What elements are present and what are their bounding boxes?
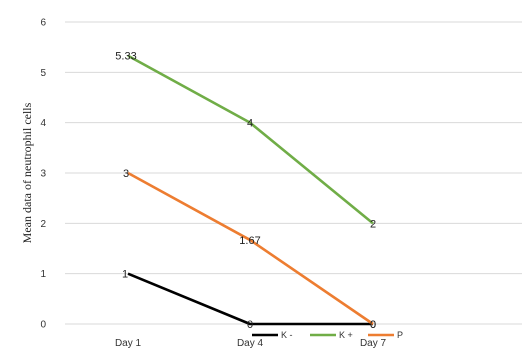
data-label: 2 <box>370 218 376 230</box>
y-axis-label: Mean data of neutrophil cells <box>20 102 34 243</box>
y-tick-label: 6 <box>40 18 46 29</box>
series-line-2 <box>127 171 374 326</box>
y-tick-label: 3 <box>40 169 46 180</box>
x-tick-label: Day 4 <box>237 338 264 349</box>
data-label: 1 <box>122 269 128 281</box>
x-axis-ticks: Day 1 Day 4 Day 7 <box>115 338 387 349</box>
y-axis-ticks: 0 1 2 3 4 5 6 <box>40 18 46 331</box>
x-tick-label: Day 7 <box>360 338 387 349</box>
y-tick-label: 5 <box>40 68 46 79</box>
legend-label: P <box>397 330 403 340</box>
data-label: 0 <box>370 319 376 331</box>
series-lines <box>127 54 374 326</box>
series-line-1 <box>127 54 374 225</box>
data-label: 3 <box>123 168 129 180</box>
data-label: 5.33 <box>115 51 136 63</box>
data-label: 4 <box>247 118 253 130</box>
legend-label: K - <box>281 330 293 340</box>
x-tick-label: Day 1 <box>115 338 142 349</box>
legend-label: K + <box>339 330 353 340</box>
y-tick-label: 2 <box>40 219 46 230</box>
data-label: 1.67 <box>239 235 260 247</box>
data-label: 0 <box>370 319 376 331</box>
y-tick-label: 4 <box>40 118 46 129</box>
y-tick-label: 1 <box>40 269 46 280</box>
data-label: 0 <box>247 319 253 331</box>
y-tick-label: 0 <box>40 320 46 331</box>
series-line-0 <box>127 272 373 326</box>
legend: K - K + P <box>252 330 403 340</box>
gridlines <box>65 21 522 325</box>
